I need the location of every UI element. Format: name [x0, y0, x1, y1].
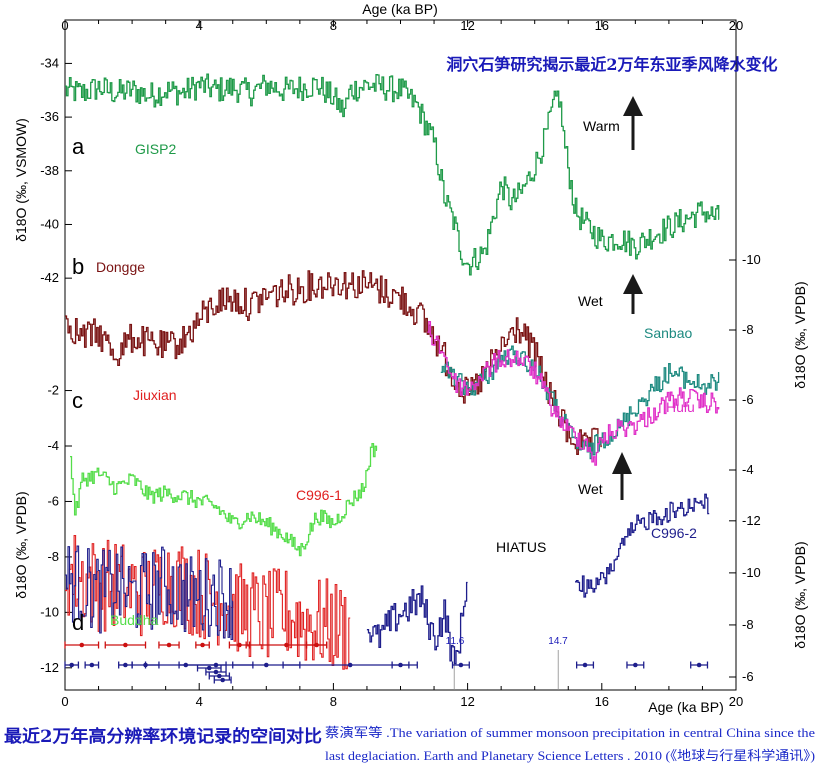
- series-label-c996-1: C996-1: [296, 487, 342, 503]
- y-tick-label: -8: [742, 617, 754, 632]
- annotation-wet-2: Wet: [578, 481, 603, 497]
- dating-point-red: [158, 641, 180, 649]
- y-tick-label: -10: [742, 565, 761, 580]
- arrow-wet-2-icon: [612, 452, 632, 500]
- x-tick-label-top: 12: [460, 18, 474, 33]
- y-tick-label: -38: [40, 163, 59, 178]
- series-line-sanbao: [440, 345, 720, 460]
- x-tick-label-top: 8: [330, 18, 337, 33]
- x-axis-bottom: 0 4 8 12 16 20: [61, 683, 743, 709]
- reference-label-11.6: 11.6: [446, 636, 465, 647]
- dating-point-blue: [690, 661, 709, 669]
- panel-label-b: b: [72, 254, 84, 279]
- dating-point-red: [195, 641, 210, 649]
- chart-title: 洞穴石笋研究揭示最近2万年东亚季风降水变化: [446, 55, 777, 74]
- panel-label-d: d: [72, 610, 84, 635]
- dating-point-red: [64, 641, 100, 649]
- bottom-caption: 最近2万年高分辨率环境记录的空间对比: [4, 726, 322, 747]
- y-tick-label: -10: [742, 252, 761, 267]
- series-label-dongge: Dongge: [96, 259, 145, 275]
- y-tick-label: -40: [40, 216, 59, 231]
- series-label-hulu: Hulu: [666, 399, 695, 415]
- x-tick-label-bottom: 20: [729, 694, 743, 709]
- series-line-jiuxian: [65, 535, 351, 670]
- series-layer: [65, 73, 720, 670]
- y-tick-label: -42: [40, 270, 59, 285]
- y-tick-label: -4: [47, 438, 59, 453]
- y-axis-label-jiuxian: δ18O (‰, VPDB): [13, 491, 29, 598]
- dating-point-blue: [626, 661, 645, 669]
- arrow-wet-1-icon: [623, 274, 643, 314]
- dating-point-cluster: [205, 668, 227, 676]
- x-tick-label-top: 20: [729, 18, 743, 33]
- x-axis-label-bottom: Age (ka BP): [648, 699, 723, 715]
- y-tick-label: -8: [47, 549, 59, 564]
- citation-line-2: last deglaciation. Earth and Planetary S…: [325, 748, 815, 763]
- series-line-gisp2: [65, 73, 720, 276]
- series-label-jiuxian: Jiuxian: [133, 387, 177, 403]
- y-axis-label-dongge: δ18O (‰, VPDB): [792, 281, 808, 388]
- dating-point-cluster: [208, 672, 231, 680]
- reference-label-14.7: 14.7: [548, 636, 568, 647]
- y-axis-label-gisp2: δ18O (‰, VSMOW): [13, 118, 29, 242]
- x-tick-label-bottom: 8: [330, 694, 337, 709]
- series-label-c996-2: C996-2: [651, 525, 697, 541]
- y-tick-label: -6: [742, 392, 754, 407]
- series-line-dongge: [65, 270, 602, 455]
- citation-line-1: 蔡演军等 .The variation of summer monsoon pr…: [325, 725, 815, 740]
- dating-point-cluster: [213, 676, 232, 684]
- series-line-buddha: [70, 442, 378, 557]
- y-tick-label: -12: [742, 513, 761, 528]
- dating-point-blue: [64, 661, 80, 669]
- annotation-warm: Warm: [583, 118, 620, 134]
- dating-point-blue: [84, 661, 100, 669]
- y-axis-label-c996: δ18O (‰, VPDB): [792, 541, 808, 648]
- y-axis-c996: -12 -10 -8 -6: [729, 513, 761, 684]
- y-axis-jiuxian: -12 -10 -8 -6 -4 -2: [40, 383, 72, 675]
- x-tick-label-bottom: 4: [196, 694, 203, 709]
- x-tick-label-top: 0: [61, 18, 68, 33]
- x-tick-label-bottom: 0: [61, 694, 68, 709]
- dating-layer: [64, 641, 709, 684]
- x-tick-label-top: 16: [595, 18, 609, 33]
- arrow-warm-icon: [623, 96, 643, 150]
- y-tick-label: -6: [47, 493, 59, 508]
- dating-point-blue: [391, 661, 410, 669]
- panel-label-a: a: [72, 134, 85, 159]
- series-label-sanbao: Sanbao: [644, 325, 692, 341]
- y-tick-label: -10: [40, 604, 59, 619]
- x-tick-label-top: 4: [196, 18, 203, 33]
- series-line-c996-2: [575, 493, 710, 598]
- y-tick-label: -8: [742, 322, 754, 337]
- annotation-hiatus: HIATUS: [496, 539, 546, 555]
- y-axis-dongge: -10 -8 -6 -4: [729, 252, 761, 477]
- x-tick-label-bottom: 12: [460, 694, 474, 709]
- series-label-gisp2: GISP2: [135, 141, 176, 157]
- y-tick-label: -34: [40, 55, 59, 70]
- y-axis-gisp2: -34 -36 -38 -40 -42: [40, 55, 72, 285]
- y-tick-label: -12: [40, 660, 59, 675]
- dating-point-blue: [575, 661, 595, 669]
- x-axis-top: 0 4 8 12 16 20: [61, 18, 743, 33]
- x-axis-label-top: Age (ka BP): [362, 1, 437, 17]
- y-tick-label: -6: [742, 669, 754, 684]
- series-line-c996-1: [65, 545, 234, 641]
- series-label-buddha: Buddha: [110, 612, 158, 628]
- y-tick-label: -4: [742, 462, 754, 477]
- series-line-c996-1b: [366, 581, 468, 665]
- dating-point-red: [305, 641, 328, 649]
- dating-point-red: [104, 641, 147, 649]
- dating-point-blue: [451, 661, 470, 669]
- panel-label-c: c: [72, 388, 83, 413]
- series-line-hulu: [427, 320, 720, 466]
- dating-point-cluster: [196, 664, 222, 672]
- y-tick-label: -36: [40, 109, 59, 124]
- annotation-wet-1: Wet: [578, 293, 603, 309]
- y-tick-label: -2: [47, 383, 59, 398]
- x-tick-label-bottom: 16: [595, 694, 609, 709]
